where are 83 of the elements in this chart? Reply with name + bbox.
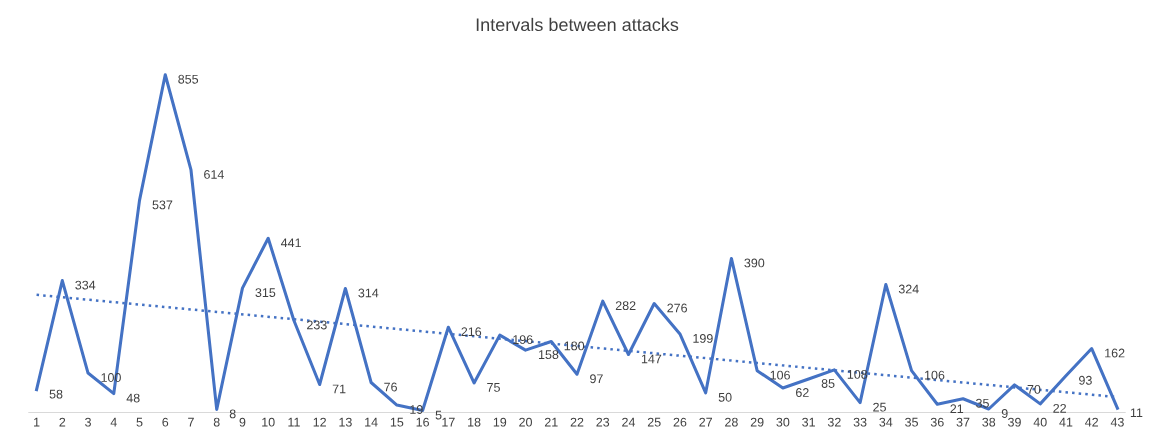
- data-label: 315: [255, 288, 276, 298]
- x-tick-label: 12: [313, 417, 326, 427]
- x-tick-label: 20: [519, 417, 532, 427]
- x-tick-label: 26: [673, 417, 687, 427]
- x-tick-label: 2: [59, 417, 66, 427]
- x-tick-label: 43: [1110, 417, 1124, 427]
- data-label: 58: [49, 389, 63, 399]
- data-label: 106: [770, 370, 790, 380]
- x-tick-label: 3: [85, 417, 91, 427]
- chart-title: Intervals between attacks: [476, 17, 679, 32]
- x-tick-label: 27: [699, 417, 712, 427]
- data-label: 537: [152, 200, 173, 210]
- x-tick-label: 38: [982, 417, 996, 427]
- data-label: 314: [358, 288, 379, 298]
- x-tick-label: 18: [468, 417, 481, 427]
- data-label: 334: [75, 280, 96, 290]
- x-tick-label: 39: [1008, 417, 1021, 427]
- data-label: 324: [898, 284, 919, 294]
- x-tick-label: 23: [596, 417, 610, 427]
- data-label: 70: [1027, 384, 1041, 394]
- data-label: 390: [744, 258, 765, 268]
- data-label: 75: [487, 383, 500, 392]
- data-label: 8: [229, 409, 236, 419]
- x-tick-label: 42: [1085, 417, 1099, 427]
- x-tick-label: 41: [1059, 417, 1073, 427]
- x-tick-label: 29: [750, 417, 764, 427]
- data-label: 196: [513, 335, 533, 345]
- x-tick-label: 24: [622, 417, 636, 427]
- data-label: 21: [950, 404, 964, 414]
- x-tick-label: 34: [879, 417, 893, 427]
- data-label: 282: [615, 301, 636, 311]
- x-tick-label: 28: [725, 417, 738, 427]
- data-label: 216: [461, 327, 482, 337]
- x-tick-label: 35: [905, 417, 918, 427]
- data-label: 233: [307, 320, 327, 330]
- x-tick-label: 25: [647, 417, 661, 427]
- x-tick-label: 37: [956, 417, 970, 427]
- data-label: 199: [693, 333, 713, 343]
- x-tick-label: 6: [162, 417, 169, 427]
- data-label: 71: [332, 384, 346, 394]
- data-label: 97: [590, 374, 603, 384]
- x-tick-label: 22: [570, 417, 584, 427]
- x-tick-label: 14: [365, 417, 378, 427]
- data-label: 158: [538, 350, 559, 360]
- x-tick-label: 4: [110, 417, 117, 427]
- x-tick-label: 7: [188, 417, 194, 427]
- data-label: 276: [667, 303, 688, 313]
- data-label: 76: [384, 382, 397, 392]
- x-tick-label: 32: [827, 417, 841, 427]
- data-label: 25: [873, 402, 886, 412]
- x-tick-label: 19: [493, 417, 507, 427]
- data-label: 48: [126, 393, 140, 403]
- x-tick-label: 13: [339, 417, 352, 427]
- data-label: 5: [435, 410, 442, 420]
- x-tick-label: 30: [776, 417, 790, 427]
- data-label: 162: [1105, 348, 1125, 358]
- data-label: 614: [204, 170, 224, 179]
- x-tick-label: 16: [416, 417, 429, 427]
- data-label: 147: [641, 354, 662, 364]
- data-label: 11: [1130, 408, 1143, 417]
- data-label: 93: [1079, 375, 1092, 385]
- data-label: 9: [1001, 409, 1008, 418]
- x-tick-label: 8: [213, 417, 220, 427]
- data-label: 855: [178, 74, 199, 84]
- data-label: 62: [796, 388, 809, 397]
- x-tick-label: 10: [262, 417, 275, 427]
- x-tick-label: 40: [1033, 417, 1047, 427]
- x-tick-label: 21: [544, 417, 558, 427]
- data-label: 441: [280, 238, 301, 248]
- x-tick-label: 11: [288, 417, 300, 427]
- data-label: 85: [821, 379, 835, 388]
- x-tick-label: 36: [930, 417, 944, 427]
- x-tick-label: 9: [239, 417, 246, 427]
- data-label: 106: [925, 370, 945, 380]
- x-tick-label: 1: [34, 417, 40, 427]
- x-tick-label: 15: [390, 417, 404, 427]
- data-label: 180: [564, 341, 585, 351]
- data-label: 50: [718, 392, 732, 402]
- x-tick-label: 33: [853, 417, 867, 427]
- data-label: 22: [1053, 403, 1066, 413]
- x-tick-label: 5: [136, 417, 143, 427]
- x-tick-label: 31: [802, 417, 815, 427]
- x-tick-label: 17: [442, 417, 455, 427]
